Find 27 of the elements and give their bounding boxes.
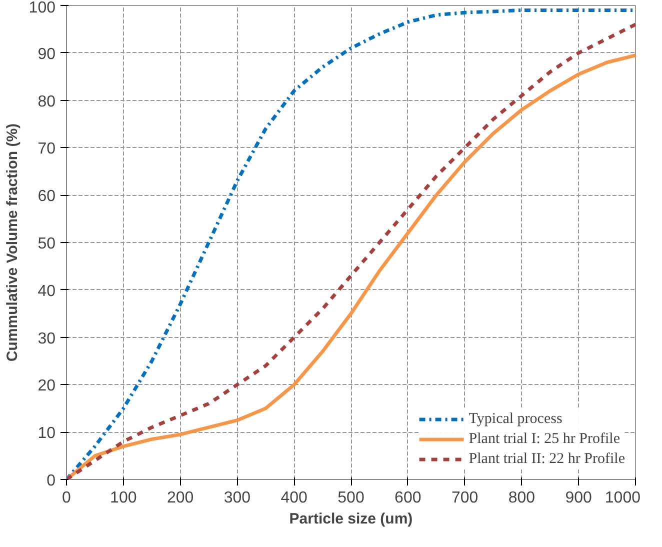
x-axis-title: Particle size (um) [289,510,413,528]
y-tick-label: 90 [38,46,56,63]
y-tick-label: 70 [38,140,56,158]
y-tick-label: 20 [38,378,56,395]
x-tick-label: 0 [62,490,72,506]
x-tick-label: 700 [451,490,478,506]
y-tick-label: 40 [38,282,56,300]
x-tick-label: 500 [338,490,364,506]
y-axis-title: Cummulative Volume fraction (%) [4,123,21,362]
x-tick-label: 1000 [604,490,641,506]
legend-label: Plant trial I: 25 hr Profile [468,430,620,448]
y-tick-label: 100 [28,0,56,16]
x-tick-label: 100 [110,490,137,506]
x-tick-label: 900 [565,490,592,506]
x-tick-label: 400 [280,490,308,506]
x-tick-label: 600 [394,490,422,506]
y-tick-label: 50 [38,236,56,252]
y-tick-label: 0 [46,472,56,490]
y-tick-label: 60 [38,188,56,206]
legend-label: Plant trial II: 22 hr Profile [468,450,625,468]
legend-label: Typical process [468,410,562,428]
y-tick-label: 10 [38,425,56,442]
y-tick-label: 30 [38,330,56,348]
x-tick-label: 800 [508,490,536,506]
x-tick-label: 200 [166,490,194,506]
x-tick-label: 300 [224,490,251,506]
y-tick-label: 80 [38,93,56,110]
